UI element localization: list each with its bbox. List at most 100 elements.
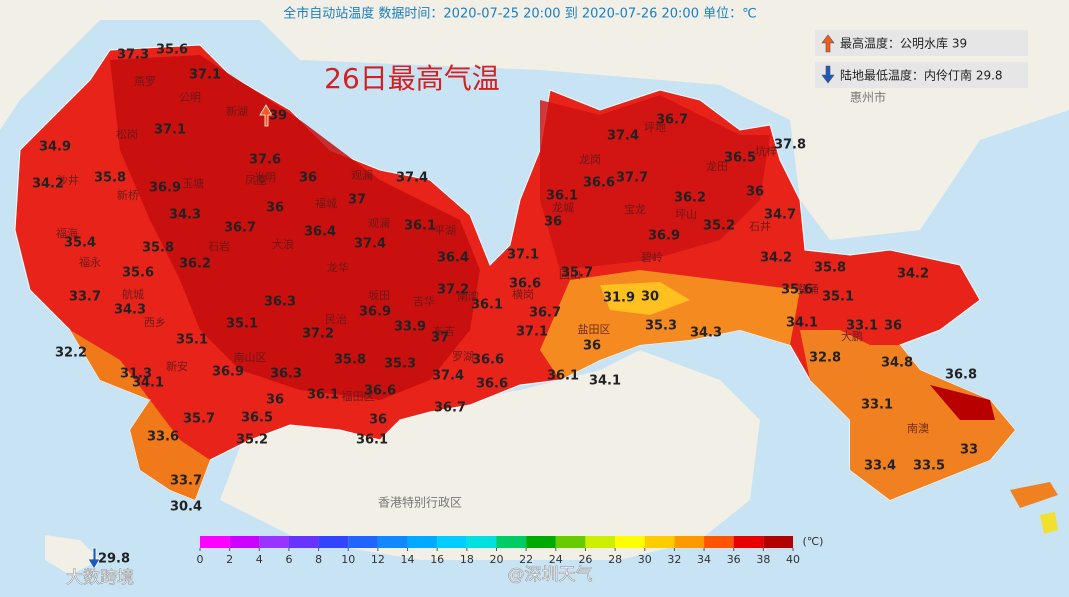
station-temp: 36 bbox=[299, 171, 317, 186]
header-title: 全市自动站温度 数据时间：2020-07-25 20:00 到 2020-07-… bbox=[283, 6, 756, 22]
district-label: 大鹏 bbox=[841, 329, 863, 343]
station-temp: 36 bbox=[266, 201, 284, 216]
min-marker bbox=[87, 547, 101, 570]
station-temp: 35.4 bbox=[64, 236, 96, 251]
district-label: 布吉 bbox=[433, 325, 455, 338]
station-temp: 36.1 bbox=[471, 298, 503, 313]
station-temp: 33.4 bbox=[864, 459, 896, 474]
station-temp: 36.5 bbox=[724, 151, 756, 166]
district-label: 盐田区 bbox=[578, 323, 611, 336]
station-temp: 35.3 bbox=[645, 319, 677, 334]
station-temp: 30 bbox=[641, 290, 659, 305]
district-label: 观澜 bbox=[368, 216, 390, 230]
station-temp: 37 bbox=[431, 331, 449, 346]
district-label: 光明 bbox=[254, 170, 276, 184]
station-temp: 35.1 bbox=[176, 333, 208, 348]
colorbar-unit: (℃) bbox=[803, 535, 824, 548]
station-temp: 34.3 bbox=[690, 326, 722, 341]
colorbar-tick-label: 22 bbox=[519, 553, 533, 566]
district-label: 南山区 bbox=[234, 351, 267, 364]
station-temp: 36.5 bbox=[241, 411, 273, 426]
station-temp: 35.8 bbox=[334, 353, 366, 368]
district-label: 园山 bbox=[559, 268, 581, 281]
legend-icon bbox=[821, 34, 835, 53]
station-temp: 29.8 bbox=[98, 552, 130, 567]
station-temp: 36.1 bbox=[307, 388, 339, 403]
hot-core bbox=[110, 55, 480, 400]
station-temp: 34.3 bbox=[114, 303, 146, 318]
colorbar-segment bbox=[733, 536, 764, 548]
station-temp: 33.5 bbox=[913, 459, 945, 474]
station-temp: 37.1 bbox=[516, 325, 548, 340]
station-temp: 36.8 bbox=[945, 368, 977, 383]
district-label: 观澜 bbox=[351, 168, 373, 182]
station-temp: 35.1 bbox=[226, 317, 258, 332]
station-temp: 35.6 bbox=[122, 266, 154, 281]
district-label: 罗湖 bbox=[452, 350, 474, 363]
station-temp: 37.1 bbox=[154, 123, 186, 138]
island bbox=[1010, 482, 1058, 508]
colorbar-segment bbox=[407, 536, 438, 548]
station-temp: 35.6 bbox=[156, 43, 188, 58]
station-temp: 31.9 bbox=[603, 291, 635, 306]
district-label: 玉塘 bbox=[182, 176, 204, 190]
station-temp: 37.8 bbox=[774, 138, 806, 153]
colorbar-tick-label: 30 bbox=[638, 553, 652, 566]
station-temp: 33.7 bbox=[170, 474, 202, 489]
district-label: 新湖 bbox=[226, 104, 248, 118]
station-temp: 37.3 bbox=[117, 48, 149, 63]
colorbar-tick-label: 28 bbox=[608, 553, 622, 566]
colorbar-segment bbox=[229, 536, 260, 548]
station-temp: 36.9 bbox=[359, 305, 391, 320]
station-temp: 36.7 bbox=[434, 401, 466, 416]
station-temp: 37.4 bbox=[396, 171, 428, 186]
colorbar-segment bbox=[585, 536, 616, 548]
station-temp: 37.4 bbox=[607, 129, 639, 144]
station-temp: 37 bbox=[348, 193, 366, 208]
station-temp: 34.1 bbox=[132, 376, 164, 391]
colorbar-segment bbox=[496, 536, 527, 548]
legend-icon bbox=[821, 65, 835, 84]
region-label: 香港特别行政区 bbox=[378, 495, 462, 510]
station-temp: 36 bbox=[266, 393, 284, 408]
max-marker bbox=[259, 104, 273, 127]
district-label: 龙城 bbox=[552, 201, 574, 214]
district-label: 南湾 bbox=[457, 289, 479, 303]
district-label: 坂田 bbox=[368, 289, 390, 302]
colorbar-tick-label: 34 bbox=[697, 553, 711, 566]
station-temp: 36 bbox=[369, 413, 387, 428]
colorbar-tick-label: 14 bbox=[401, 553, 415, 566]
station-temp: 35.6 bbox=[781, 283, 813, 298]
legend: 最高温度：公明水库 39 陆地最低温度：内伶仃南 29.8 bbox=[815, 30, 1028, 88]
district-label: 吉华 bbox=[413, 294, 435, 308]
station-temp: 33.1 bbox=[846, 319, 878, 334]
district-label: 龙田 bbox=[706, 160, 728, 173]
colorbar-segment bbox=[466, 536, 497, 548]
district-label: 航城 bbox=[122, 287, 144, 301]
district-label: 葵涌 bbox=[797, 283, 819, 296]
district-label: 南澳 bbox=[907, 422, 929, 435]
colorbar-tick-label: 16 bbox=[430, 553, 444, 566]
district-label: 大浪 bbox=[272, 237, 294, 251]
station-temp: 36.4 bbox=[304, 225, 336, 240]
colorbar-tick-label: 40 bbox=[786, 553, 800, 566]
watermark: @深圳天气 bbox=[508, 565, 593, 585]
station-temp: 36.7 bbox=[529, 306, 561, 321]
district-label: 平湖 bbox=[434, 224, 456, 237]
station-temp: 35.7 bbox=[183, 412, 215, 427]
colorbar-tick-label: 20 bbox=[490, 553, 504, 566]
map-title: 26日最高气温 bbox=[324, 62, 500, 95]
legend-box bbox=[815, 62, 1028, 88]
station-temp: 36.3 bbox=[270, 367, 302, 382]
station-temp: 34.2 bbox=[32, 177, 64, 192]
district-label: 石岩 bbox=[208, 239, 230, 253]
colorbar-tick-label: 36 bbox=[727, 553, 741, 566]
colorbar-segment bbox=[526, 536, 556, 548]
station-temp: 36.4 bbox=[437, 251, 469, 266]
colorbar-tick-label: 2 bbox=[226, 553, 233, 566]
colorbar-segment bbox=[644, 536, 675, 548]
station-temp: 37.7 bbox=[616, 171, 648, 186]
district-label: 沙井 bbox=[57, 173, 79, 187]
station-temp: 36.9 bbox=[212, 365, 244, 380]
